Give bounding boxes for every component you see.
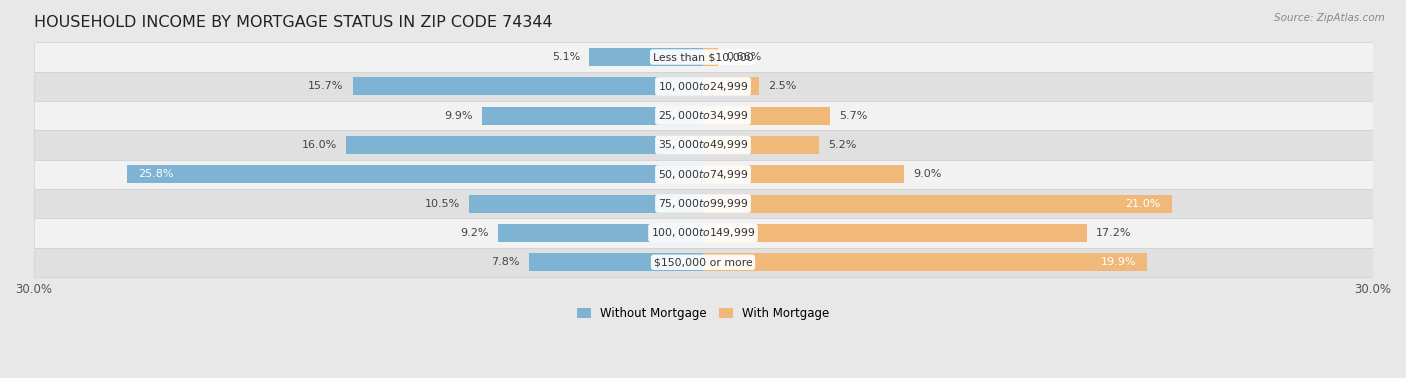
Text: $75,000 to $99,999: $75,000 to $99,999 (658, 197, 748, 210)
Bar (34, 189, 1372, 218)
Bar (34, 248, 1372, 277)
Text: 19.9%: 19.9% (1101, 257, 1136, 267)
Bar (346, 136, 703, 154)
Bar (703, 253, 1147, 271)
Text: Less than $10,000: Less than $10,000 (652, 52, 754, 62)
Bar (34, 101, 1372, 130)
Bar (482, 107, 703, 125)
Bar (34, 218, 1372, 248)
Text: HOUSEHOLD INCOME BY MORTGAGE STATUS IN ZIP CODE 74344: HOUSEHOLD INCOME BY MORTGAGE STATUS IN Z… (34, 15, 553, 30)
Bar (529, 253, 703, 271)
Text: 0.66%: 0.66% (727, 52, 762, 62)
Text: $150,000 or more: $150,000 or more (654, 257, 752, 267)
Text: 5.2%: 5.2% (828, 140, 856, 150)
Bar (703, 195, 1171, 213)
Text: 25.8%: 25.8% (138, 169, 174, 179)
Bar (353, 77, 703, 95)
Text: 10.5%: 10.5% (425, 198, 460, 209)
Bar (703, 107, 830, 125)
Bar (468, 195, 703, 213)
Bar (703, 48, 717, 66)
Bar (34, 160, 1372, 189)
Bar (34, 72, 1372, 101)
Text: 9.0%: 9.0% (912, 169, 941, 179)
Bar (34, 130, 1372, 160)
Bar (589, 48, 703, 66)
Text: 16.0%: 16.0% (302, 140, 337, 150)
Text: $10,000 to $24,999: $10,000 to $24,999 (658, 80, 748, 93)
Bar (703, 77, 759, 95)
Text: 5.7%: 5.7% (839, 111, 868, 121)
Text: 17.2%: 17.2% (1095, 228, 1132, 238)
Text: 9.2%: 9.2% (460, 228, 489, 238)
Bar (703, 224, 1087, 242)
Bar (703, 165, 904, 183)
Bar (703, 136, 820, 154)
Bar (127, 165, 703, 183)
Text: $100,000 to $149,999: $100,000 to $149,999 (651, 226, 755, 239)
Text: 21.0%: 21.0% (1125, 198, 1160, 209)
Text: $50,000 to $74,999: $50,000 to $74,999 (658, 168, 748, 181)
Legend: Without Mortgage, With Mortgage: Without Mortgage, With Mortgage (572, 302, 834, 325)
Text: 2.5%: 2.5% (768, 81, 796, 91)
Bar (498, 224, 703, 242)
Text: $35,000 to $49,999: $35,000 to $49,999 (658, 138, 748, 152)
Text: 9.9%: 9.9% (444, 111, 474, 121)
Text: 5.1%: 5.1% (553, 52, 581, 62)
Text: Source: ZipAtlas.com: Source: ZipAtlas.com (1274, 13, 1385, 23)
Bar (34, 42, 1372, 72)
Text: 7.8%: 7.8% (492, 257, 520, 267)
Text: $25,000 to $34,999: $25,000 to $34,999 (658, 109, 748, 122)
Text: 15.7%: 15.7% (308, 81, 343, 91)
